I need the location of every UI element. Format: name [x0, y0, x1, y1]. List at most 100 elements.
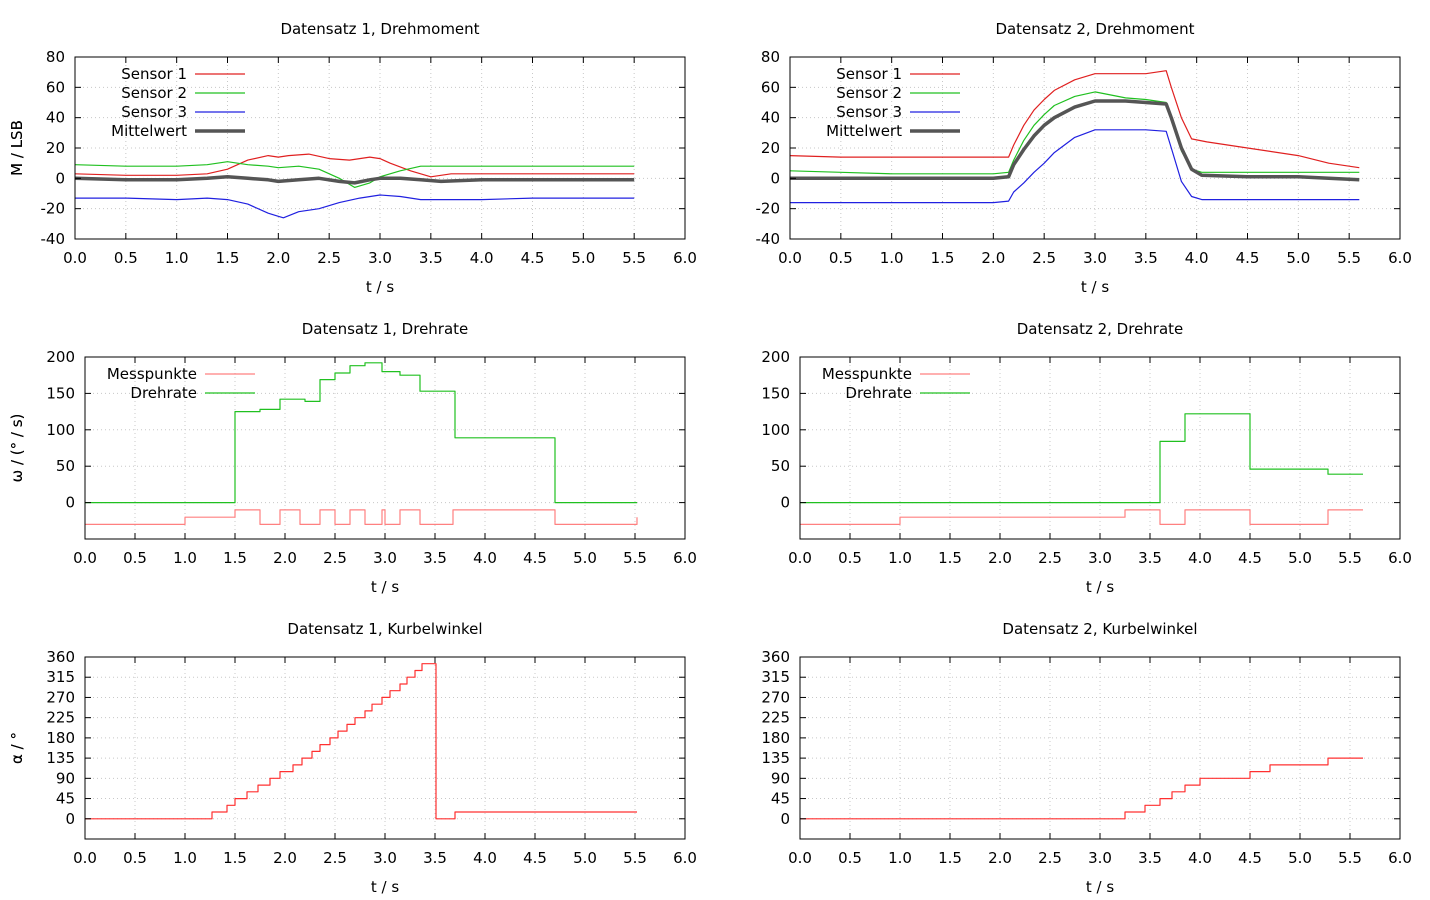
x-axis-label: t / s: [366, 278, 394, 296]
x-tick-label: 2.5: [323, 549, 347, 567]
x-tick-label: 5.0: [571, 249, 595, 267]
x-tick-label: 1.5: [223, 549, 247, 567]
x-tick-label: 3.5: [419, 249, 443, 267]
x-tick-label: 5.5: [622, 249, 646, 267]
y-tick-label: 135: [46, 749, 75, 767]
chart-title: Datensatz 2, Kurbelwinkel: [1002, 620, 1197, 638]
legend-label: Mittelwert: [826, 122, 902, 140]
x-tick-label: 2.5: [323, 849, 347, 867]
series-line-mittelwert: [74, 175, 635, 185]
y-tick-label: 50: [771, 457, 790, 475]
x-axis-label: t / s: [1086, 878, 1114, 896]
chart-title: Datensatz 2, Drehmoment: [995, 20, 1194, 38]
x-tick-label: 4.5: [1238, 549, 1262, 567]
y-tick-label: -20: [756, 200, 781, 218]
x-tick-label: 4.0: [1185, 249, 1209, 267]
legend-label: Sensor 1: [121, 65, 187, 83]
x-tick-label: 1.5: [223, 849, 247, 867]
legend-label: Messpunkte: [107, 365, 197, 383]
x-tick-label: 0.5: [829, 249, 853, 267]
legend-label: Drehrate: [130, 384, 197, 402]
y-tick-label: 225: [761, 709, 790, 727]
y-tick-label: 100: [46, 421, 75, 439]
y-tick-label: 360: [761, 648, 790, 666]
x-tick-label: 6.0: [673, 549, 697, 567]
x-axis-label: t / s: [371, 578, 399, 596]
x-tick-label: 3.0: [373, 849, 397, 867]
legend-label: Sensor 1: [836, 65, 902, 83]
y-tick-label: 135: [761, 749, 790, 767]
x-tick-label: 5.5: [1337, 249, 1361, 267]
x-tick-label: 0.5: [123, 849, 147, 867]
x-tick-label: 3.0: [1088, 549, 1112, 567]
x-tick-label: 3.0: [1083, 249, 1107, 267]
x-tick-label: 6.0: [1388, 849, 1412, 867]
y-tick-label: 0: [780, 494, 790, 512]
x-tick-label: 4.5: [1238, 849, 1262, 867]
x-tick-label: 2.0: [273, 549, 297, 567]
legend-label: Sensor 2: [121, 84, 187, 102]
x-tick-label: 3.5: [1138, 549, 1162, 567]
y-tick-label: 315: [761, 668, 790, 686]
x-tick-label: 6.0: [1388, 249, 1412, 267]
y-axis-label: M / LSB: [8, 120, 26, 176]
x-axis-label: t / s: [371, 878, 399, 896]
x-tick-label: 5.5: [623, 849, 647, 867]
x-tick-label: 1.5: [938, 549, 962, 567]
chart-panel-5: 0.0 0.5 1.0 1.5 2.0 2.5 3.0 3.5 4.0 4.5 5.0 5.5 6.0 0…: [8, 620, 697, 896]
x-tick-label: 4.0: [1188, 849, 1212, 867]
y-tick-label: 360: [46, 648, 75, 666]
series-line-messpunkte: [800, 509, 1363, 525]
x-tick-label: 0.5: [838, 549, 862, 567]
x-tick-label: 4.5: [523, 849, 547, 867]
x-tick-label: 6.0: [673, 849, 697, 867]
y-tick-label: 200: [46, 348, 75, 366]
series-line-sensor 2: [789, 91, 1360, 175]
x-tick-label: 0.0: [788, 549, 812, 567]
y-tick-label: 180: [761, 729, 790, 747]
y-tick-label: 90: [56, 769, 75, 787]
legend-label: Sensor 3: [836, 103, 902, 121]
y-tick-label: 60: [761, 78, 780, 96]
x-tick-label: 4.5: [1236, 249, 1260, 267]
x-tick-label: 4.5: [523, 549, 547, 567]
y-tick-label: 150: [46, 384, 75, 402]
chart-panel-6: 0.0 0.5 1.0 1.5 2.0 2.5 3.0 3.5 4.0 4.5 5.0 5.5 6.0 0…: [8, 620, 1412, 896]
x-tick-label: 1.5: [938, 849, 962, 867]
x-tick-label: 1.0: [173, 549, 197, 567]
y-tick-label: 90: [771, 769, 790, 787]
series-line-drehrate: [85, 362, 637, 504]
series-line-messpunkte: [85, 509, 638, 525]
legend-label: Mittelwert: [111, 122, 187, 140]
y-tick-label: 0: [65, 494, 75, 512]
chart-title: Datensatz 1, Drehrate: [302, 320, 469, 338]
y-tick-label: 20: [761, 139, 780, 157]
x-axis-label: t / s: [1081, 278, 1109, 296]
x-tick-label: 2.5: [1032, 249, 1056, 267]
y-axis-label: α / °: [8, 732, 26, 764]
series-line-mittelwert: [790, 99, 1360, 182]
y-axis-label: M / LSB: [8, 120, 26, 176]
x-tick-label: 5.5: [1338, 849, 1362, 867]
x-tick-label: 4.5: [521, 249, 545, 267]
x-tick-label: 4.0: [473, 849, 497, 867]
x-tick-label: 0.5: [114, 249, 138, 267]
x-tick-label: 2.0: [981, 249, 1005, 267]
x-tick-label: 2.5: [1038, 549, 1062, 567]
series-line-alpha: [800, 757, 1363, 820]
x-tick-label: 3.5: [423, 849, 447, 867]
y-tick-label: 40: [46, 109, 65, 127]
x-tick-label: 4.0: [1188, 549, 1212, 567]
x-tick-label: 1.0: [888, 549, 912, 567]
x-tick-label: 5.0: [573, 849, 597, 867]
x-tick-label: 3.5: [1134, 249, 1158, 267]
x-tick-label: 5.0: [1288, 849, 1312, 867]
chart-title: Datensatz 2, Drehrate: [1017, 320, 1184, 338]
x-tick-label: 1.5: [216, 249, 240, 267]
plot-frame: [799, 656, 1401, 840]
y-tick-label: 60: [46, 78, 65, 96]
y-axis-label: ω / (° / s): [8, 414, 26, 483]
x-tick-label: 4.0: [470, 249, 494, 267]
x-tick-label: 2.0: [266, 249, 290, 267]
y-tick-label: 50: [56, 457, 75, 475]
